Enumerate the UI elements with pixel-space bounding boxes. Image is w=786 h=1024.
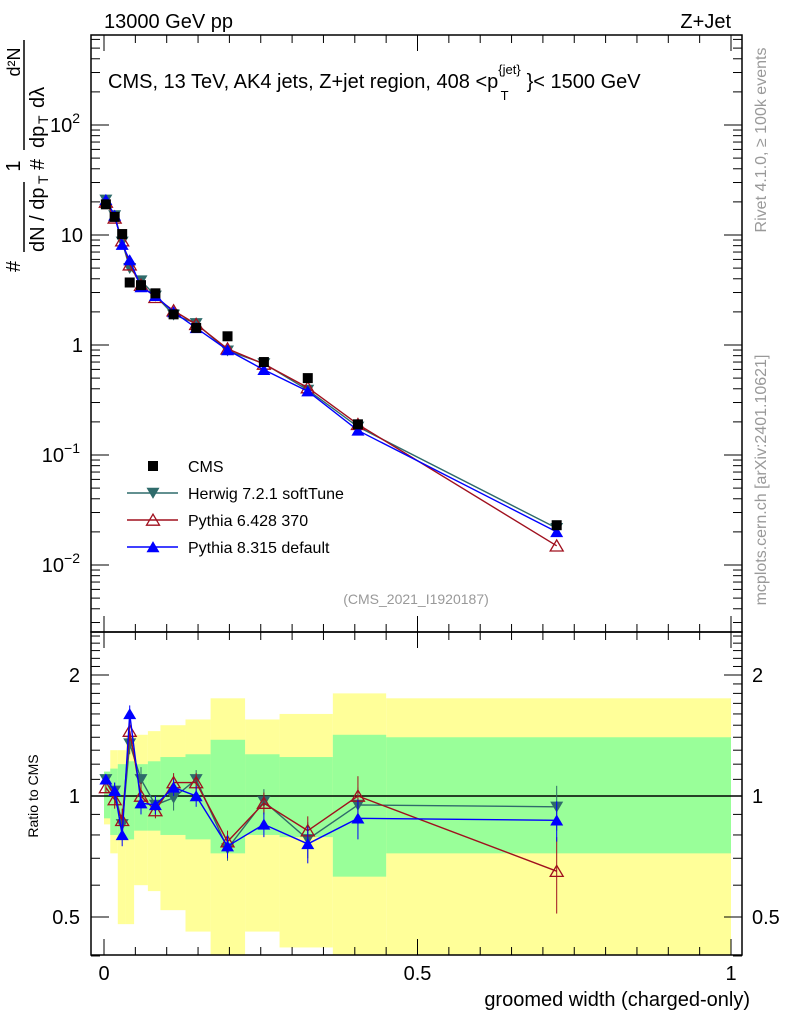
analysis-id: (CMS_2021_I1920187) xyxy=(343,591,489,607)
herwig-line xyxy=(105,199,558,529)
pythia8-point xyxy=(123,254,137,266)
pythia8-point xyxy=(221,344,235,356)
ratio-tick-label: 0.5 xyxy=(52,907,80,929)
pythia8-ratio-point xyxy=(301,838,315,850)
inner-band-bin xyxy=(279,757,333,838)
pythia6-ratio-point xyxy=(107,792,123,806)
pythia8-point xyxy=(257,363,271,376)
ylabel-dp: dp xyxy=(27,126,49,148)
legend: CMS Herwig 7.2.1 softTune Pythia 6.428 370… xyxy=(127,459,344,557)
pythia8-line xyxy=(105,199,558,533)
cms-point xyxy=(124,277,135,288)
pythia6-ratio-point xyxy=(256,795,272,809)
ratio-plot-frame xyxy=(90,631,743,956)
pythia8-ratio-point xyxy=(148,799,162,811)
herwig-point xyxy=(123,262,137,275)
y-tick-label: 10−2 xyxy=(42,550,80,577)
chart-title: CMS, 13 TeV, AK4 jets, Z+jet region, 408… xyxy=(108,62,641,103)
rivet-version-text: Rivet 4.1.0, ≥ 100k events xyxy=(753,48,770,233)
cms-point xyxy=(135,280,146,291)
cms-point xyxy=(352,419,363,430)
y-tick-label: 10−1 xyxy=(42,440,80,467)
cms-point xyxy=(551,520,562,531)
uncertainty-bands xyxy=(104,693,731,955)
pythia8-point xyxy=(115,238,129,250)
x-axis-label: groomed width (charged-only) xyxy=(484,989,750,1011)
mcplots-text: mcplots.cern.ch [arXiv:2401.10621] xyxy=(753,355,770,606)
cms-point xyxy=(117,229,128,240)
legend-label-cms: CMS xyxy=(188,459,224,476)
ylabel-dn: dN / dp xyxy=(27,188,49,252)
cms-point xyxy=(109,211,120,222)
ylabel-hash2: # xyxy=(27,158,49,170)
pythia6-ratio-point xyxy=(147,803,164,817)
legend-marker-pythia8 xyxy=(146,541,160,553)
legend-marker-pythia6 xyxy=(145,512,161,526)
ratio-tick-label: 0.5 xyxy=(752,907,780,929)
pythia6-ratio-point xyxy=(98,780,114,794)
header-left: 13000 GeV pp xyxy=(104,11,233,33)
inner-band-bin xyxy=(125,761,135,840)
legend-marker-herwig xyxy=(146,487,160,499)
pythia8-ratio-point xyxy=(189,790,203,802)
pythia8-point xyxy=(301,385,315,397)
y-tick-label: 1 xyxy=(72,335,83,357)
cms-point xyxy=(302,373,313,384)
y-tick-label: 102 xyxy=(50,110,80,137)
header-right: Z+Jet xyxy=(680,11,731,33)
cms-point xyxy=(100,199,111,210)
cms-point xyxy=(258,357,269,368)
ratio-tick-label: 1 xyxy=(752,786,763,808)
pythia8-point xyxy=(351,424,365,436)
pythia8-ratio-point xyxy=(108,784,122,797)
cms-point xyxy=(150,288,161,299)
data-marks xyxy=(98,193,565,914)
x-tick-label: 1 xyxy=(725,963,736,985)
legend-label-pythia6: Pythia 6.428 370 xyxy=(188,513,308,530)
y-axis-label: # 1 d²N dN / dp T # dp T dλ xyxy=(3,40,51,272)
pythia8-ratio-point xyxy=(257,818,271,830)
pythia8-ratio-point xyxy=(221,840,235,852)
x-tick-label: 0.5 xyxy=(404,963,432,985)
pythia8-ratio-point xyxy=(167,781,181,793)
pythia6-ratio-point xyxy=(122,723,138,737)
ylabel-sub-t2: T xyxy=(35,115,51,124)
ratio-y-axis-label: Ratio to CMS xyxy=(25,754,41,837)
inner-band-bin xyxy=(104,771,111,819)
ratio-tick-label: 2 xyxy=(69,665,80,687)
axes: 0 0.5 1 10−2 10−1 1 10 102 0.5 0.5 1 1 2 2 xyxy=(42,34,780,985)
pythia8-point xyxy=(550,526,564,538)
ratio-tick-label: 2 xyxy=(752,665,763,687)
cms-point xyxy=(222,331,233,342)
pythia8-ratio-point xyxy=(123,708,137,720)
herwig-ratio-point xyxy=(167,792,181,804)
pythia6-ratio-point xyxy=(549,864,565,878)
legend-label-pythia8: Pythia 8.315 default xyxy=(188,540,330,557)
x-tick-label: 0 xyxy=(98,963,109,985)
inner-band-bin xyxy=(117,764,126,840)
legend-label-herwig: Herwig 7.2.1 softTune xyxy=(188,486,344,503)
inner-band-bin xyxy=(110,768,118,835)
cms-point xyxy=(191,322,202,333)
ylabel-one: 1 xyxy=(3,160,25,171)
ylabel-hash: # xyxy=(3,260,25,272)
pythia8-ratio-point xyxy=(134,797,148,809)
pythia8-ratio-point xyxy=(550,814,564,826)
ratio-tick-label: 1 xyxy=(69,786,80,808)
pythia8-ratio-point xyxy=(115,829,129,841)
pythia6-point xyxy=(549,538,565,552)
cms-point xyxy=(168,309,179,320)
ylabel-d2n: d²N xyxy=(4,47,24,76)
pythia8-ratio-point xyxy=(351,812,365,824)
pythia8-ratio-point xyxy=(99,773,113,785)
legend-marker-cms xyxy=(148,461,158,471)
y-tick-label: 10 xyxy=(61,225,83,247)
ylabel-sub-t1: T xyxy=(35,175,51,184)
ylabel-dlambda: dλ xyxy=(27,87,49,108)
